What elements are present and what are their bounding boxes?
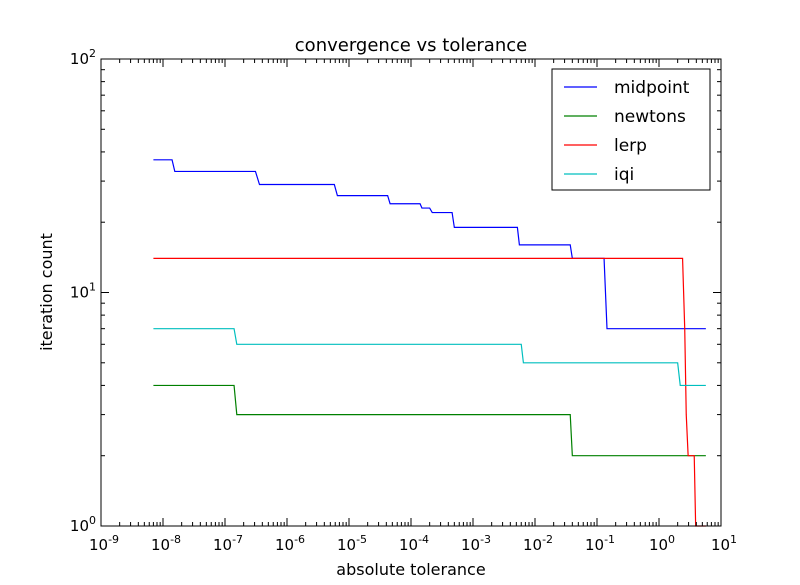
x-axis-label: absolute tolerance [336, 560, 485, 579]
y-axis-label: iteration count [37, 233, 56, 351]
x-tick-label: 101 [711, 533, 737, 554]
chart-title: convergence vs tolerance [295, 35, 527, 56]
x-tick-label: 10-7 [213, 533, 243, 554]
x-tick-label: 10-1 [585, 533, 615, 554]
x-tick-label: 10-8 [151, 533, 181, 554]
x-tick-label: 10-9 [89, 533, 119, 554]
legend-box [551, 68, 711, 191]
series-layer [153, 159, 706, 527]
y-tick-label: 101 [70, 281, 96, 302]
x-tick-label: 10-2 [523, 533, 553, 554]
legend-label-lerp: lerp [614, 136, 647, 156]
x-tick-label: 10-3 [461, 533, 491, 554]
series-line-lerp [153, 257, 706, 527]
legend: midpoint newtons lerp iqi [551, 68, 711, 191]
x-tick-label: 10-6 [275, 533, 305, 554]
tick-layer: 10-9 10-8 10-7 10-6 10-5 10-4 10-3 10-2 10-1 100 1… [70, 47, 737, 554]
y-tick-label: 100 [70, 514, 96, 535]
plot-frame [100, 58, 722, 527]
legend-label-iqi: iqi [614, 165, 634, 185]
legend-label-midpoint: midpoint [614, 78, 690, 98]
series-line-newtons [153, 384, 706, 457]
x-tick-label: 10-5 [337, 533, 367, 554]
series-line-midpoint [153, 159, 706, 330]
x-tick-label: 100 [649, 533, 675, 554]
x-tick-label: 10-4 [399, 533, 429, 554]
legend-label-newtons: newtons [614, 107, 686, 127]
series-line-iqi [153, 328, 706, 387]
y-tick-label: 102 [70, 47, 96, 68]
